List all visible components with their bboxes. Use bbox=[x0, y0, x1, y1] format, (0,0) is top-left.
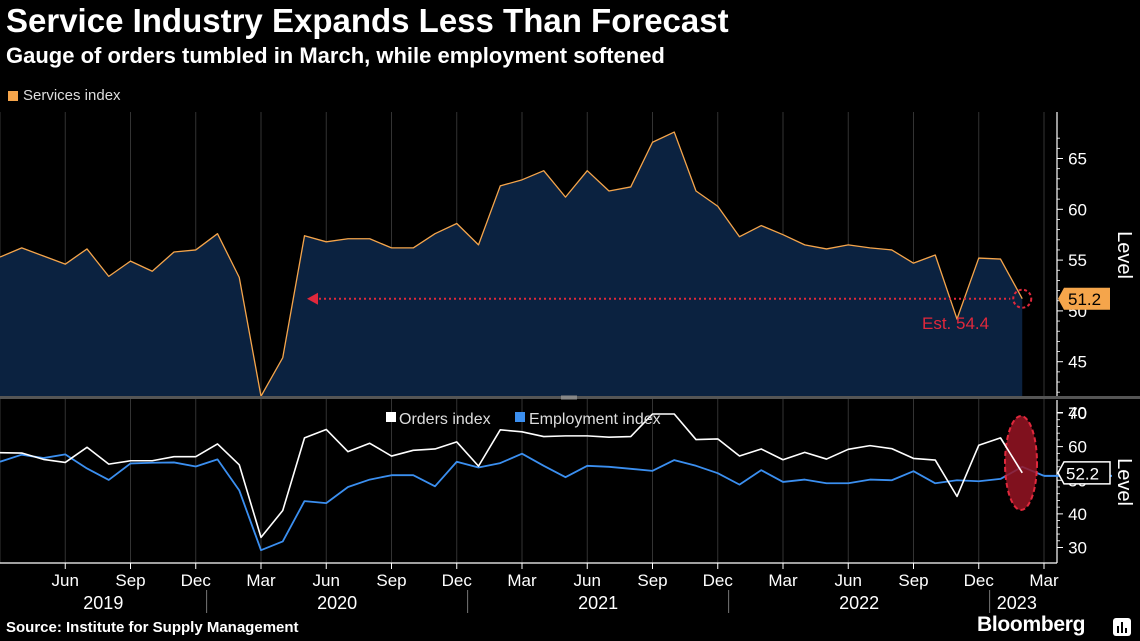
x-tick-label-month: Jun bbox=[52, 571, 79, 590]
services-area bbox=[0, 132, 1023, 398]
top-y-tick-label: 65 bbox=[1068, 150, 1087, 169]
employment-line bbox=[0, 452, 1045, 552]
orders-highlight-ellipse bbox=[1004, 415, 1038, 511]
brand-logo: Bloomberg bbox=[977, 613, 1086, 636]
legend-swatch-employment bbox=[515, 412, 525, 422]
chart-subtitle: Gauge of orders tumbled in March, while … bbox=[6, 43, 665, 68]
top-y-axis-label: Level bbox=[1113, 231, 1135, 279]
x-tick-label-month: Dec bbox=[964, 571, 995, 590]
chart-title: Service Industry Expands Less Than Forec… bbox=[6, 2, 729, 39]
bloomberg-terminal-icon bbox=[1113, 618, 1131, 636]
legend-services: Services index bbox=[8, 87, 121, 104]
services-line bbox=[0, 131, 1023, 397]
x-tick-label-month: Sep bbox=[898, 571, 928, 590]
orders-line bbox=[0, 413, 1023, 539]
bottom-y-tick-label: 40 bbox=[1068, 505, 1087, 524]
x-tick-label-month: Dec bbox=[442, 571, 473, 590]
x-tick-label-year: 2019 bbox=[83, 593, 123, 613]
x-tick-label-month: Mar bbox=[507, 571, 537, 590]
x-tick-label-month: Mar bbox=[1029, 571, 1059, 590]
bottom-last-value-tag bbox=[1057, 461, 1111, 485]
x-tick-label-year: 2021 bbox=[578, 593, 618, 613]
x-tick-label-month: Mar bbox=[246, 571, 276, 590]
top-y-tick-label: 55 bbox=[1068, 251, 1087, 270]
bottom-y-tick-label: 70 bbox=[1068, 404, 1087, 423]
legend-label-employment: Employment index bbox=[529, 411, 661, 428]
x-tick-label-year: 2022 bbox=[839, 593, 879, 613]
bottom-y-tick-label: 60 bbox=[1068, 438, 1087, 457]
top-last-value-text: 51.2 bbox=[1068, 290, 1101, 309]
legend-label-orders: Orders index bbox=[399, 411, 491, 428]
x-tick-label-year: 2023 bbox=[997, 593, 1037, 613]
x-tick-label-year: 2020 bbox=[317, 593, 357, 613]
x-tick-label-month: Jun bbox=[313, 571, 340, 590]
top-y-tick-label: 40 bbox=[1068, 404, 1087, 423]
x-tick-label-month: Jun bbox=[835, 571, 862, 590]
orders-line-last-segment bbox=[999, 437, 1023, 474]
x-tick-label-month: Dec bbox=[703, 571, 734, 590]
bottom-last-value-text: 52.2 bbox=[1066, 464, 1099, 483]
x-tick-label-month: Dec bbox=[181, 571, 212, 590]
last-value-circle bbox=[1012, 288, 1033, 309]
top-y-tick-label: 60 bbox=[1068, 200, 1087, 219]
source-note: Source: Institute for Supply Management bbox=[6, 619, 299, 636]
bottom-y-axis-label: Level bbox=[1113, 458, 1135, 506]
legend-label-services: Services index bbox=[23, 87, 121, 104]
top-y-tick-label: 45 bbox=[1068, 353, 1087, 372]
bottom-y-tick-label: 30 bbox=[1068, 539, 1087, 558]
legend-swatch-orders bbox=[386, 412, 396, 422]
x-tick-label-month: Sep bbox=[376, 571, 406, 590]
x-tick-label-month: Sep bbox=[115, 571, 145, 590]
estimate-label: Est. 54.4 bbox=[922, 314, 989, 333]
legend-swatch-services bbox=[8, 90, 18, 101]
estimate-arrow-head bbox=[307, 292, 318, 305]
top-last-value-tag bbox=[1058, 287, 1110, 310]
panel-separator-handle bbox=[561, 395, 577, 400]
x-tick-label-month: Jun bbox=[574, 571, 601, 590]
x-tick-label-month: Mar bbox=[768, 571, 798, 590]
x-tick-label-month: Sep bbox=[637, 571, 667, 590]
